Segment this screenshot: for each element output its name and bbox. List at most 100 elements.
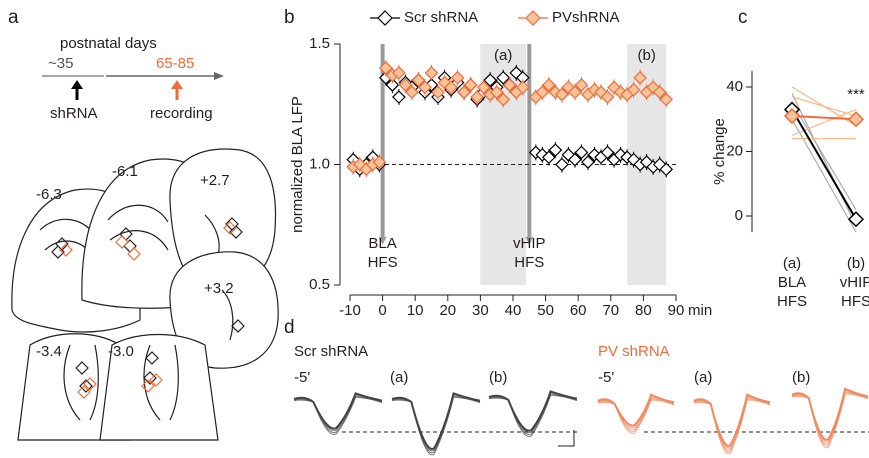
hfs-label: BLA	[368, 235, 396, 252]
trace-condition: (b)	[489, 369, 507, 386]
shaded-label: (b)	[637, 47, 655, 64]
data-point	[496, 92, 511, 107]
section-detail	[63, 344, 99, 421]
individual-line	[791, 118, 857, 233]
panel-letter: d	[284, 317, 295, 338]
data-point	[379, 61, 393, 75]
y-tick-label: 20	[726, 142, 743, 159]
trace	[391, 396, 481, 456]
data-point	[476, 80, 491, 95]
category-label: HFS	[841, 293, 869, 310]
data-point	[568, 85, 582, 100]
data-point	[555, 157, 569, 172]
section-label: +2.7	[200, 172, 230, 189]
trace-condition: -5'	[294, 369, 310, 386]
trace	[293, 392, 383, 430]
data-point	[470, 90, 484, 104]
placement	[115, 235, 141, 261]
trace	[597, 399, 675, 434]
panel-letter: c	[738, 7, 748, 28]
trace	[693, 396, 771, 451]
panel-letter: b	[284, 7, 295, 28]
data-point	[659, 92, 674, 107]
section-outline	[99, 333, 219, 441]
section-label: -3.0	[108, 343, 134, 360]
x-tick-label: -10	[339, 302, 361, 319]
data-point	[418, 80, 432, 95]
data-point	[392, 90, 406, 104]
trace	[597, 396, 675, 431]
data-point	[542, 150, 556, 165]
mean-point	[847, 111, 865, 128]
shaded-label: (a)	[494, 47, 512, 64]
trace	[693, 395, 771, 449]
brain-sections	[11, 148, 279, 441]
hfs-marker	[527, 44, 532, 237]
placement	[141, 373, 163, 393]
data-point	[555, 87, 569, 102]
trace-condition: (b)	[792, 369, 810, 386]
trace	[391, 394, 481, 452]
timeline-label: postnatal days	[60, 35, 157, 52]
data-point	[548, 143, 563, 157]
trace	[488, 390, 578, 432]
trace	[597, 398, 675, 432]
trace	[488, 392, 578, 434]
placement	[223, 221, 237, 235]
x-tick-label: 90	[668, 302, 685, 319]
section-label: -6.1	[112, 163, 138, 180]
mean-line	[791, 109, 857, 220]
trace-group: PV shRNA	[598, 343, 670, 360]
data-point	[568, 152, 582, 167]
individual-line	[791, 96, 857, 117]
section-detail	[221, 289, 234, 341]
placement	[225, 217, 243, 239]
legend-label: Scr shRNA	[404, 9, 478, 26]
x-tick-label: 0	[378, 302, 386, 319]
x-axis-label: min	[688, 302, 712, 319]
data-point	[483, 73, 498, 87]
section-label: +3.2	[204, 280, 234, 297]
trace	[791, 392, 869, 447]
data-point	[542, 78, 556, 92]
data-point	[424, 66, 439, 80]
placement	[77, 377, 97, 399]
y-tick-label: 0	[735, 207, 743, 224]
hfs-label: HFS	[514, 254, 544, 271]
category-label: HFS	[777, 293, 807, 310]
trace	[693, 398, 771, 453]
category-label: (a)	[783, 255, 801, 272]
arrowhead	[171, 80, 183, 89]
significance: ***	[847, 86, 865, 103]
data-point	[392, 66, 406, 80]
data-point	[633, 70, 647, 85]
data-point	[659, 162, 674, 177]
placement	[59, 243, 73, 257]
individual-line	[791, 109, 857, 136]
data-point	[574, 145, 589, 160]
data-point	[450, 70, 465, 85]
trace	[293, 396, 383, 436]
timeline-event: recording	[150, 105, 213, 122]
section-detail	[204, 214, 220, 256]
data-point	[581, 155, 595, 169]
x-tick-label: 30	[472, 302, 489, 319]
data-point	[502, 78, 517, 92]
placement	[231, 319, 245, 333]
data-point	[600, 145, 615, 160]
y-axis-label: normalized BLA LFP	[289, 96, 306, 233]
scale-bar	[558, 430, 575, 447]
data-point	[489, 85, 504, 100]
data-point	[535, 85, 550, 100]
trace	[293, 395, 383, 434]
timeline-arrowhead	[214, 72, 224, 80]
trace-group: Scr shRNA	[294, 343, 368, 360]
trace	[597, 395, 675, 429]
trace	[391, 392, 481, 450]
individual-line	[791, 93, 857, 226]
data-point	[431, 85, 445, 100]
hfs-arrow	[525, 236, 534, 245]
y-tick-label: 1.0	[309, 155, 330, 172]
